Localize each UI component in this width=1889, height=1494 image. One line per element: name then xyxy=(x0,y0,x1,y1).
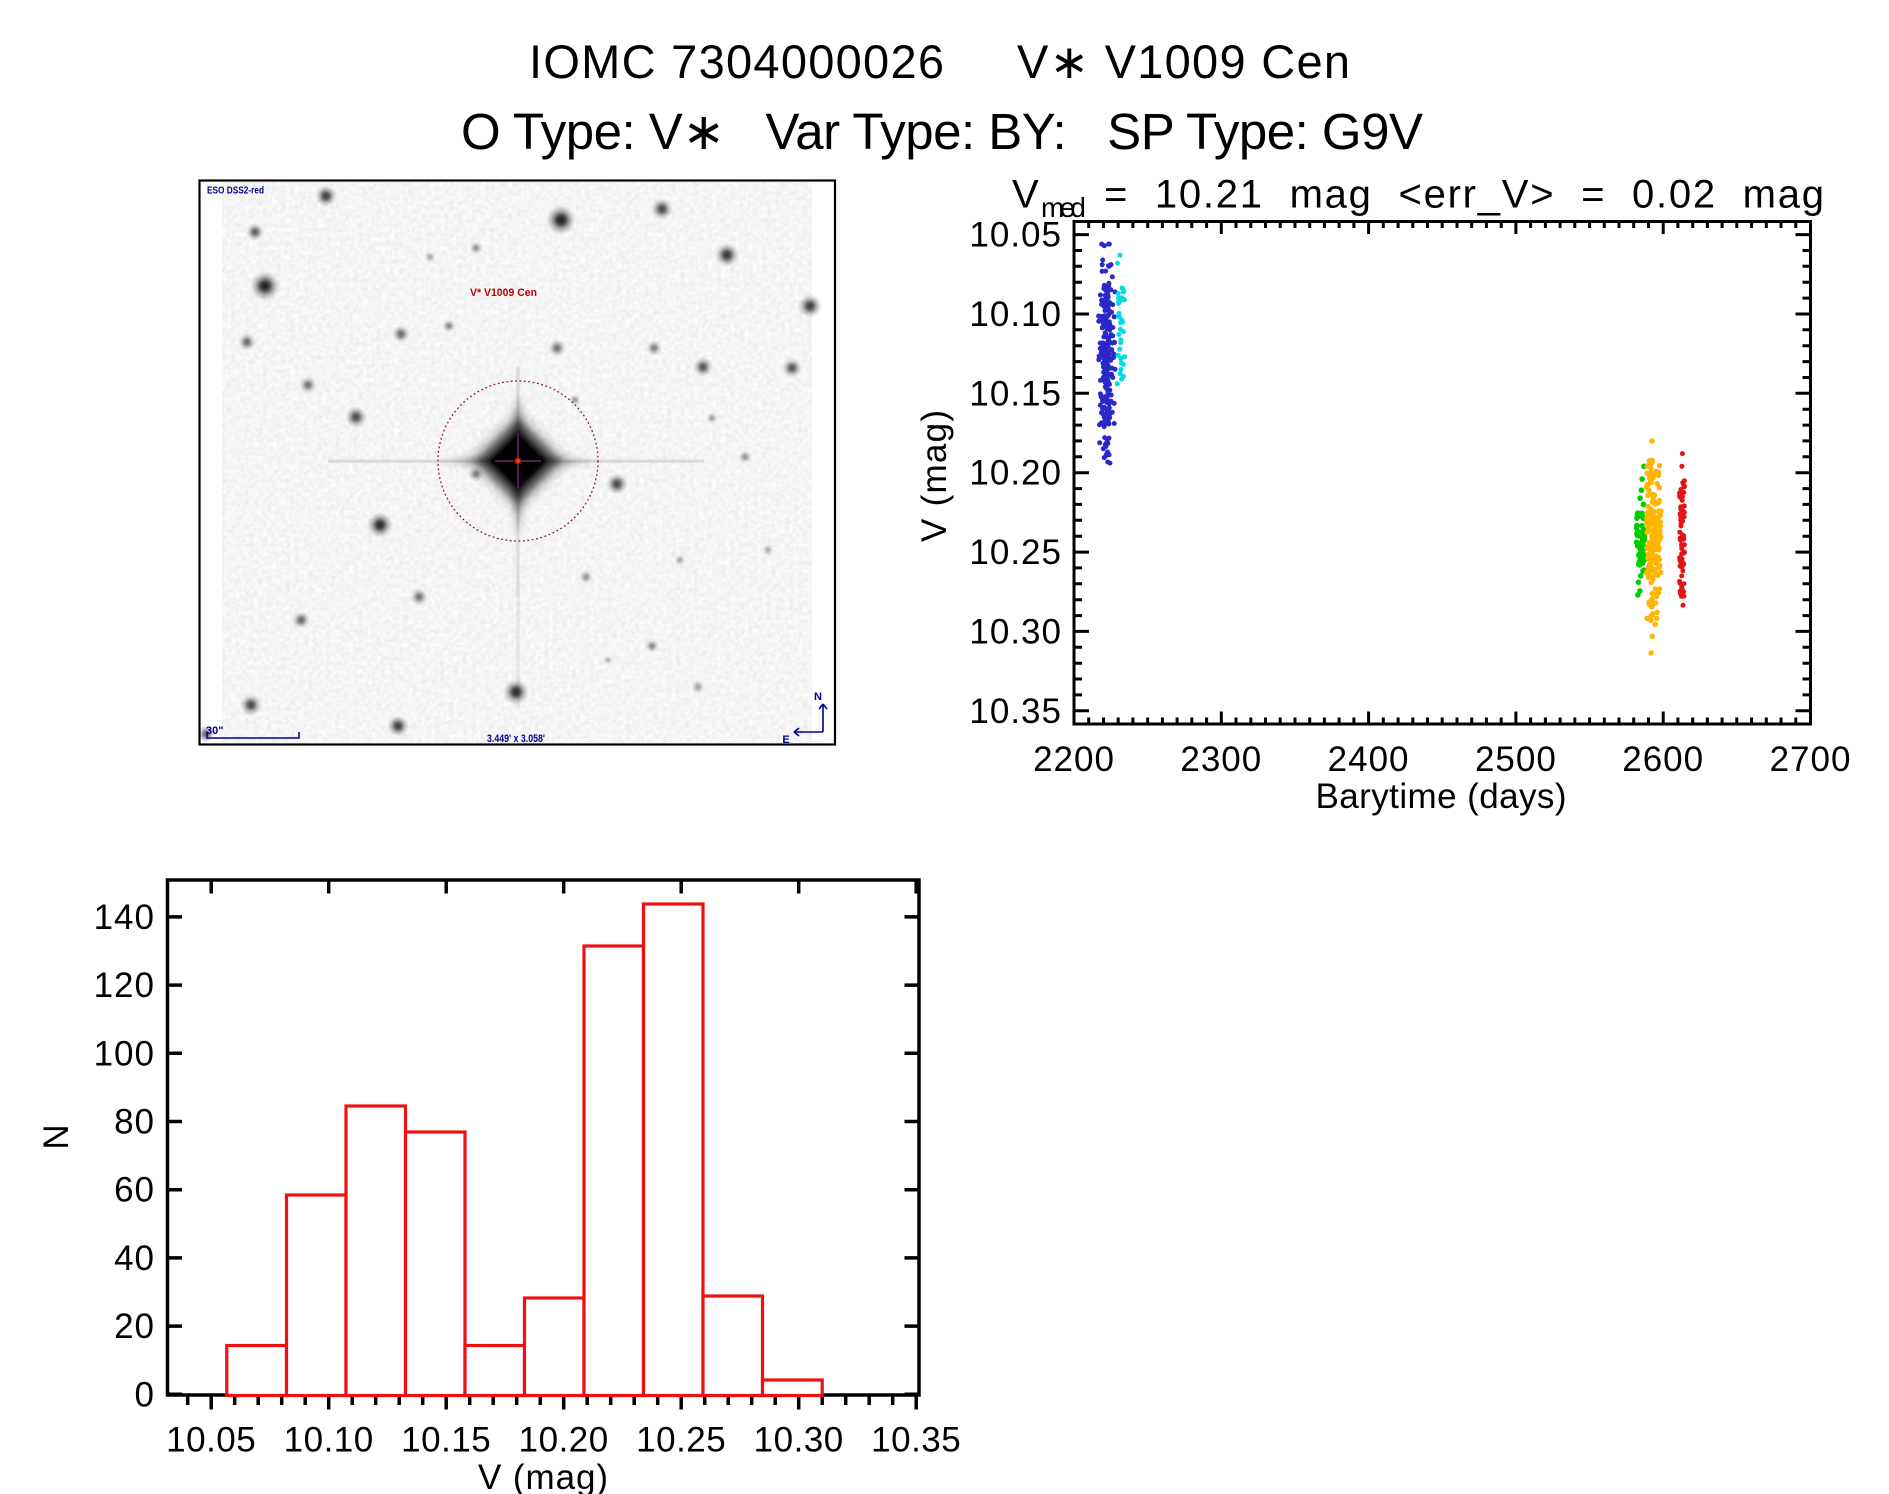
svg-text:2500: 2500 xyxy=(1475,740,1557,779)
svg-text:10.10: 10.10 xyxy=(969,295,1062,334)
svg-text:10.35: 10.35 xyxy=(871,1421,961,1460)
svg-text:10.10: 10.10 xyxy=(284,1421,374,1460)
svg-text:V (mag): V (mag) xyxy=(478,1458,608,1494)
svg-text:N: N xyxy=(37,1124,76,1149)
svg-text:2400: 2400 xyxy=(1328,740,1410,779)
svg-text:0: 0 xyxy=(135,1375,155,1414)
svg-text:2600: 2600 xyxy=(1622,740,1704,779)
svg-text:60: 60 xyxy=(114,1171,155,1210)
svg-text:10.20: 10.20 xyxy=(519,1421,609,1460)
svg-text:ESO DSS2-red: ESO DSS2-red xyxy=(207,186,264,197)
svg-text:10.30: 10.30 xyxy=(754,1421,844,1460)
svg-text:100: 100 xyxy=(94,1034,155,1073)
svg-text:140: 140 xyxy=(94,898,155,937)
svg-text:V (mag): V (mag) xyxy=(915,410,954,542)
svg-text:med: med xyxy=(1041,192,1086,223)
svg-text:2300: 2300 xyxy=(1180,740,1262,779)
svg-text:Barytime (days): Barytime (days) xyxy=(1316,777,1567,816)
svg-text:3.449' x 3.058': 3.449' x 3.058' xyxy=(487,733,545,745)
svg-text:30": 30" xyxy=(206,725,223,737)
svg-text:10.25: 10.25 xyxy=(636,1421,726,1460)
svg-text:N: N xyxy=(814,691,822,703)
svg-text:80: 80 xyxy=(114,1103,155,1142)
svg-text:10.05: 10.05 xyxy=(166,1421,256,1460)
svg-text:= 10.21 mag <err_V> = 0.0: = 10.21 mag <err_V> = 0.02 mag xyxy=(1104,173,1824,217)
svg-text:10.15: 10.15 xyxy=(969,374,1062,413)
svg-text:V: V xyxy=(1012,173,1039,217)
svg-text:10.20: 10.20 xyxy=(969,454,1062,493)
svg-text:10.35: 10.35 xyxy=(969,692,1062,731)
svg-text:20: 20 xyxy=(114,1307,155,1346)
svg-text:2200: 2200 xyxy=(1033,740,1115,779)
svg-text:10.15: 10.15 xyxy=(401,1421,491,1460)
svg-text:E: E xyxy=(782,734,789,746)
svg-text:10.30: 10.30 xyxy=(969,612,1062,651)
svg-text:O Type: V∗ Var Type: BY: S: O Type: V∗ Var Type: BY: SP Type: G9V xyxy=(461,103,1423,160)
svg-text:120: 120 xyxy=(94,966,155,1005)
svg-text:V* V1009 Cen: V* V1009 Cen xyxy=(470,287,537,299)
svg-text:10.05: 10.05 xyxy=(969,216,1062,255)
svg-text:2700: 2700 xyxy=(1770,740,1852,779)
svg-text:40: 40 xyxy=(114,1239,155,1278)
svg-text:10.25: 10.25 xyxy=(969,533,1062,572)
svg-text:IOMC 7304000026 V∗ V1009 C: IOMC 7304000026 V∗ V1009 Cen xyxy=(529,35,1350,88)
